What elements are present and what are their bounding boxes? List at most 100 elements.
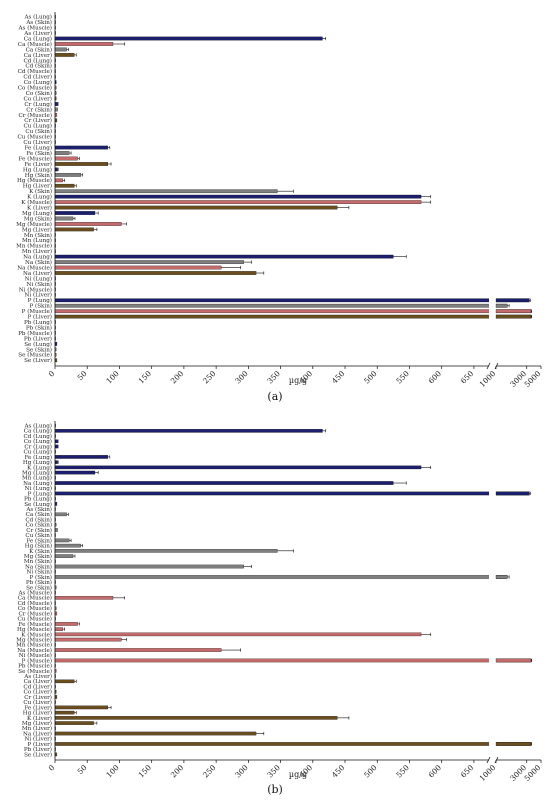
bar-42	[54, 637, 122, 642]
category-label: As (Skin)	[25, 19, 52, 26]
category-label: Co (Muscle)	[18, 605, 52, 612]
bar-2	[54, 429, 323, 433]
category-label: Hg (Lung)	[23, 166, 52, 173]
bar-5	[54, 36, 323, 41]
bar-48	[54, 271, 257, 275]
x-tick-label: 550	[394, 763, 411, 780]
bar-upper-segment	[495, 742, 532, 746]
category-label: Cu (Liver)	[23, 699, 52, 706]
category-label: Fe (Lung)	[24, 454, 52, 461]
category-label: P (Lung)	[28, 297, 52, 304]
bar-27	[54, 156, 78, 161]
category-label: Cd (Skin)	[25, 516, 52, 523]
bar-upper-segment	[495, 303, 508, 308]
category-label: Fe (Muscle)	[19, 621, 52, 628]
category-label: Cr (Liver)	[24, 117, 52, 124]
category-label: Na (Liver)	[23, 270, 52, 277]
category-label: Co (Lung)	[24, 438, 52, 445]
x-tick-label: 100	[104, 763, 121, 780]
bar-55	[54, 309, 532, 314]
category-label: Fe (Skin)	[26, 150, 52, 157]
x-tick-label: 200	[169, 763, 186, 780]
category-label: Cd (Liver)	[23, 683, 52, 690]
category-label: Co (Liver)	[24, 95, 52, 102]
bar-upper-segment	[495, 658, 532, 663]
category-label: Ca (Muscle)	[18, 41, 52, 48]
category-label: As (Liver)	[23, 30, 52, 37]
bar-upper-segment	[495, 575, 508, 579]
bar-5	[54, 444, 59, 449]
category-label: Pb (Lung)	[24, 496, 52, 503]
category-label: As (Muscle)	[18, 590, 53, 597]
x-axis-title: µg/g	[289, 770, 307, 779]
bar-26	[54, 554, 74, 558]
category-label: Cr (Skin)	[26, 527, 52, 534]
x-tick-label: 350	[265, 369, 282, 386]
category-label: Fe (Liver)	[24, 161, 52, 168]
category-label: Na (Liver)	[23, 730, 52, 737]
category-label: As (Lung)	[23, 423, 52, 430]
x-tick-label: 600	[427, 369, 444, 386]
category-label: Mg (Muscle)	[16, 636, 52, 643]
bar-25	[54, 549, 278, 553]
category-label: P (Muscle)	[22, 657, 52, 664]
category-label: Cr (Lung)	[24, 443, 52, 450]
bar-54	[54, 303, 508, 308]
bar-60	[54, 731, 257, 736]
x-tick-label: 5000	[523, 763, 543, 783]
bar-6	[54, 42, 114, 46]
category-label: Na (Muscle)	[17, 264, 52, 271]
x-tick-label: 550	[394, 369, 411, 386]
x-tick-label: 300	[233, 369, 250, 386]
category-label: Fe (Liver)	[24, 704, 52, 711]
x-tick-label: 0	[47, 369, 57, 379]
axis-break-mark	[494, 362, 499, 370]
category-label: Cu (Skin)	[25, 128, 52, 135]
panel-label: (a)	[267, 390, 282, 403]
bar-25	[54, 145, 108, 150]
category-label: Na (Lung)	[23, 254, 52, 261]
category-label: P (Liver)	[27, 741, 52, 748]
category-label: Cu (Lung)	[23, 449, 52, 456]
x-tick-label: 450	[330, 763, 347, 780]
axis-break-mark	[486, 756, 491, 764]
category-label: Ca (Liver)	[24, 52, 52, 59]
category-label: Na (Muscle)	[17, 647, 52, 654]
category-label: Cd (Lung)	[23, 57, 52, 64]
bar-28	[54, 564, 244, 569]
bar-10	[54, 470, 96, 475]
category-label: Ca (Skin)	[26, 511, 52, 518]
x-tick-label: 1000	[478, 369, 498, 389]
bar-8	[54, 53, 75, 57]
bar-56	[54, 314, 532, 319]
bar-41	[54, 632, 422, 637]
category-label: Pb (Muscle)	[18, 663, 52, 670]
category-label: Mn (Liver)	[22, 725, 52, 732]
bar-47	[54, 265, 222, 270]
category-label: Cd (Skin)	[25, 63, 52, 70]
category-label: Se (Liver)	[24, 357, 52, 364]
category-label: Mg (Liver)	[22, 720, 52, 727]
bar-18	[54, 512, 67, 517]
axis-break-mark	[494, 756, 499, 764]
bar-46	[54, 658, 532, 663]
bar-58	[54, 721, 94, 725]
bar-45	[54, 254, 394, 259]
bar-56	[54, 710, 75, 715]
category-label: Mn (Liver)	[22, 248, 52, 255]
category-label: P (Liver)	[27, 314, 52, 321]
x-tick-label: 250	[201, 763, 218, 780]
category-label: Cr (Liver)	[24, 694, 52, 701]
category-label: Co (Lung)	[24, 79, 52, 86]
category-label: Hg (Lung)	[23, 459, 52, 466]
bar-7	[54, 47, 67, 52]
x-tick-label: 50	[76, 763, 89, 776]
x-tick-label: 350	[265, 763, 282, 780]
category-label: Ni (Liver)	[25, 292, 52, 299]
category-label: P (Skin)	[29, 574, 52, 581]
x-tick-label: 450	[330, 369, 347, 386]
x-tick-label: 150	[137, 369, 154, 386]
bar-break-gap	[489, 314, 496, 319]
bar-38	[54, 216, 74, 221]
